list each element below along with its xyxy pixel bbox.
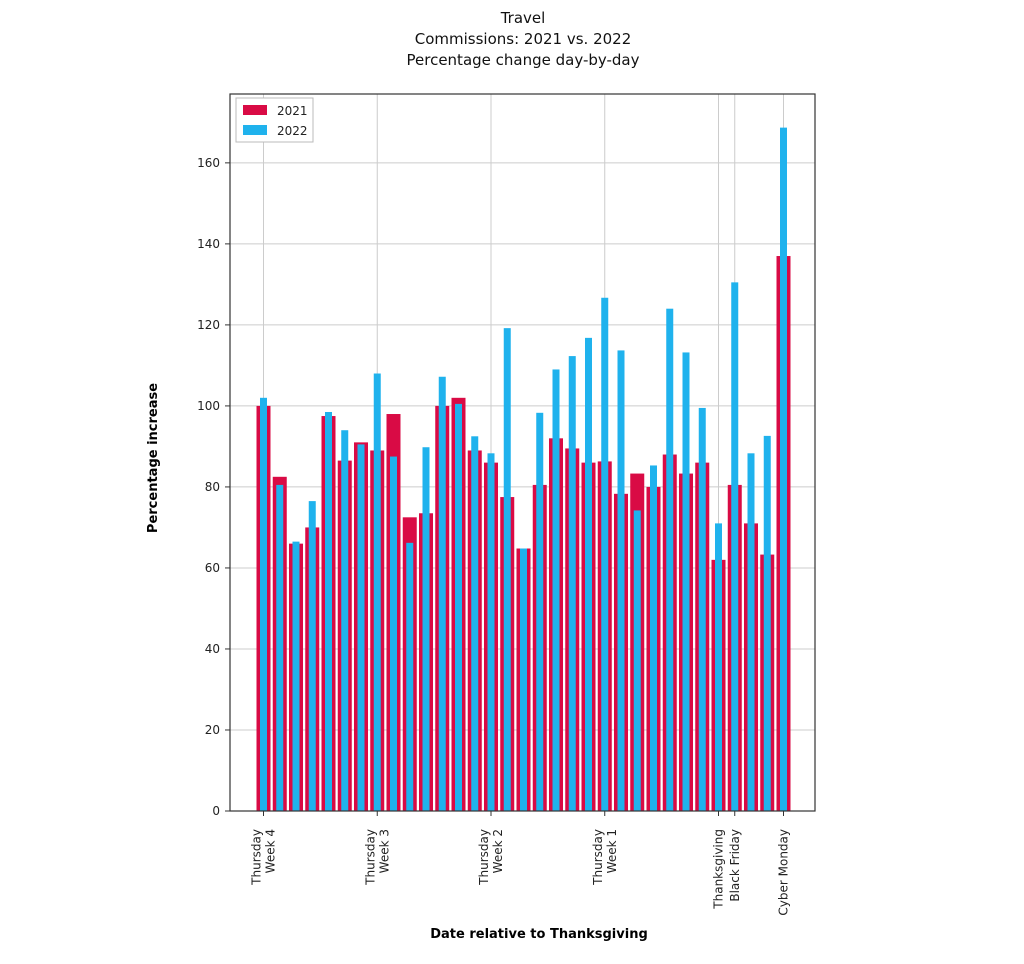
bar-2022-18 [552, 369, 560, 811]
legend-swatch-2021 [243, 105, 267, 115]
bar-2022-2 [292, 541, 300, 811]
bar-2022-28 [715, 523, 722, 811]
y-axis-label: Percentage increase [146, 383, 161, 533]
y-tick-label: 60 [205, 561, 220, 575]
bar-2022-12 [455, 403, 462, 811]
title-line-3: Percentage change day-by-day [407, 51, 640, 69]
y-axis: 0 20 40 60 80 100 120 140 160 [197, 156, 230, 818]
bar-2022-10 [422, 447, 430, 811]
bar-2022-25 [666, 308, 674, 811]
x-tick-label: Black Friday [728, 829, 742, 902]
bar-2022-9 [406, 542, 414, 811]
bar-2022-32 [780, 127, 787, 812]
x-tick-label: Week 4 [264, 829, 278, 873]
bar-2022-31 [763, 435, 771, 811]
y-tick-label: 120 [197, 318, 220, 332]
legend-label-2022: 2022 [277, 124, 308, 138]
bar-2022-17 [536, 412, 544, 811]
x-axis: Thursday Week 4 Thursday Week 3 Thursday Week… [250, 811, 791, 916]
bar-2022-0 [260, 397, 267, 811]
plot-area [229, 93, 816, 812]
bar-2022-6 [357, 444, 365, 811]
bar-2022-21 [601, 297, 609, 811]
x-tick-label: Thursday [591, 829, 605, 886]
bar-2022-29 [731, 282, 739, 812]
x-tick-label: Thursday [477, 829, 491, 886]
y-tick-label: 100 [197, 399, 220, 413]
bar-2022-24 [650, 465, 657, 811]
x-tick-label: Cyber Monday [777, 829, 791, 916]
y-tick-label: 40 [205, 642, 220, 656]
legend-label-2021: 2021 [277, 104, 308, 118]
title-line-1: Travel [500, 9, 546, 27]
bar-2022-22 [617, 350, 625, 811]
x-tick-label: Thursday [363, 829, 377, 886]
bar-2022-20 [585, 337, 592, 811]
bars [256, 127, 791, 812]
x-tick-label: Thursday [250, 829, 264, 886]
y-tick-label: 0 [212, 804, 220, 818]
bar-2022-30 [747, 453, 755, 811]
chart-title: Travel Commissions: 2021 vs. 2022 Percen… [407, 9, 640, 69]
legend-swatch-2022 [243, 125, 267, 135]
bar-2022-27 [698, 407, 706, 811]
title-line-2: Commissions: 2021 vs. 2022 [415, 30, 632, 48]
bar-2022-26 [682, 352, 690, 811]
bar-2022-13 [471, 436, 479, 811]
bar-2022-16 [520, 548, 527, 811]
legend: 2021 2022 [235, 97, 314, 143]
y-tick-label: 140 [197, 237, 220, 251]
bar-2022-14 [487, 453, 495, 811]
bar-2022-3 [308, 501, 316, 811]
y-tick-label: 160 [197, 156, 220, 170]
x-tick-label: Thanksgiving [712, 829, 726, 910]
bar-2022-23 [633, 510, 641, 811]
bar-2022-1 [276, 484, 284, 811]
bar-2022-8 [390, 456, 397, 811]
bar-2022-15 [503, 328, 511, 811]
x-tick-label: Week 1 [605, 829, 619, 873]
bar-2022-19 [568, 356, 576, 811]
y-tick-label: 80 [205, 480, 220, 494]
y-tick-label: 20 [205, 723, 220, 737]
x-axis-label: Date relative to Thanksgiving [430, 927, 648, 942]
bar-2022-4 [325, 411, 332, 811]
bar-2022-11 [438, 376, 446, 811]
x-tick-label: Week 2 [491, 829, 505, 873]
bar-2022-5 [341, 430, 349, 811]
x-tick-label: Week 3 [377, 829, 391, 873]
bar-2022-7 [373, 373, 381, 811]
